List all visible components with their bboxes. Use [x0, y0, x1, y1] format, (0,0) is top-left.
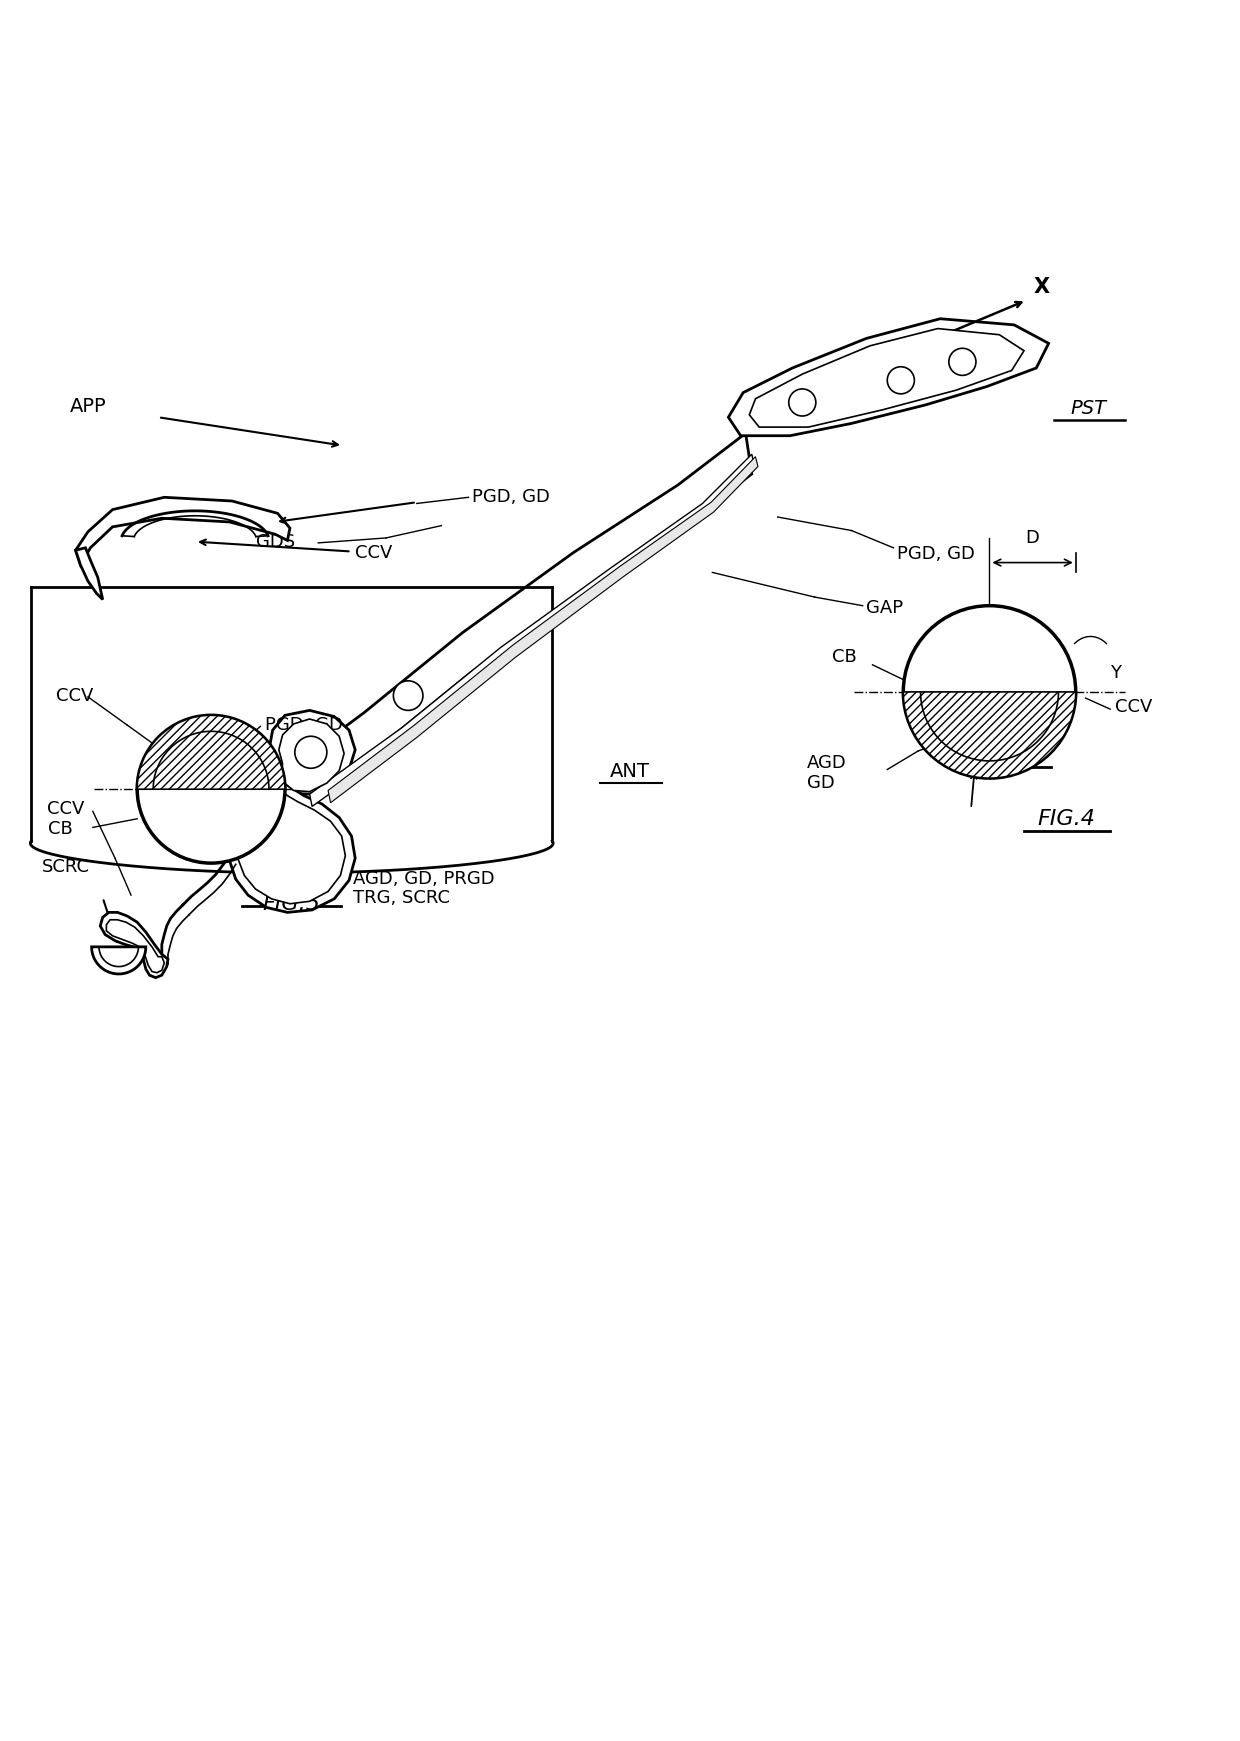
Circle shape: [295, 736, 327, 768]
Polygon shape: [76, 498, 290, 566]
Polygon shape: [728, 319, 1049, 435]
Text: D: D: [1025, 529, 1039, 547]
Text: GD: GD: [807, 775, 835, 792]
Text: CB: CB: [48, 820, 73, 837]
Text: GAP: GAP: [867, 599, 904, 616]
Polygon shape: [107, 919, 164, 973]
Polygon shape: [92, 947, 146, 973]
Text: CCV: CCV: [56, 686, 93, 705]
Text: CCV: CCV: [355, 543, 393, 562]
Text: APP: APP: [69, 397, 107, 416]
Polygon shape: [229, 780, 355, 912]
Circle shape: [888, 367, 914, 393]
Text: AGD, GD, PRGD: AGD, GD, PRGD: [352, 870, 495, 888]
Text: FIG.4: FIG.4: [1037, 810, 1095, 829]
Polygon shape: [100, 912, 167, 978]
Circle shape: [949, 348, 976, 376]
Text: GDS: GDS: [255, 533, 295, 550]
Polygon shape: [238, 787, 345, 904]
Text: PGD, GD: PGD, GD: [897, 545, 975, 562]
Text: PGD, GD: PGD, GD: [472, 487, 551, 507]
Text: CCV: CCV: [47, 799, 84, 818]
Polygon shape: [138, 716, 285, 789]
Circle shape: [903, 606, 1076, 778]
Text: Y: Y: [1110, 665, 1121, 682]
Circle shape: [789, 388, 816, 416]
Text: TRG, SCRC: TRG, SCRC: [352, 888, 450, 907]
Text: CCV: CCV: [1115, 698, 1152, 716]
Circle shape: [393, 681, 423, 710]
Text: PST: PST: [1070, 399, 1106, 418]
Text: SCRC: SCRC: [42, 858, 89, 876]
Text: PGD, GD: PGD, GD: [265, 716, 343, 735]
Circle shape: [138, 716, 285, 864]
Polygon shape: [903, 691, 1076, 778]
Polygon shape: [749, 329, 1024, 427]
Text: ANT: ANT: [610, 763, 650, 782]
Text: FIG.3: FIG.3: [980, 745, 1037, 764]
Text: FIG.5: FIG.5: [263, 893, 321, 914]
Text: Y: Y: [331, 780, 341, 797]
Polygon shape: [279, 719, 345, 792]
Text: AGD: AGD: [807, 754, 847, 773]
Polygon shape: [329, 456, 758, 803]
Polygon shape: [76, 548, 103, 599]
Text: CB: CB: [832, 648, 857, 667]
Polygon shape: [269, 710, 355, 794]
Polygon shape: [273, 434, 751, 822]
Text: X: X: [1033, 277, 1049, 296]
Polygon shape: [310, 454, 754, 806]
